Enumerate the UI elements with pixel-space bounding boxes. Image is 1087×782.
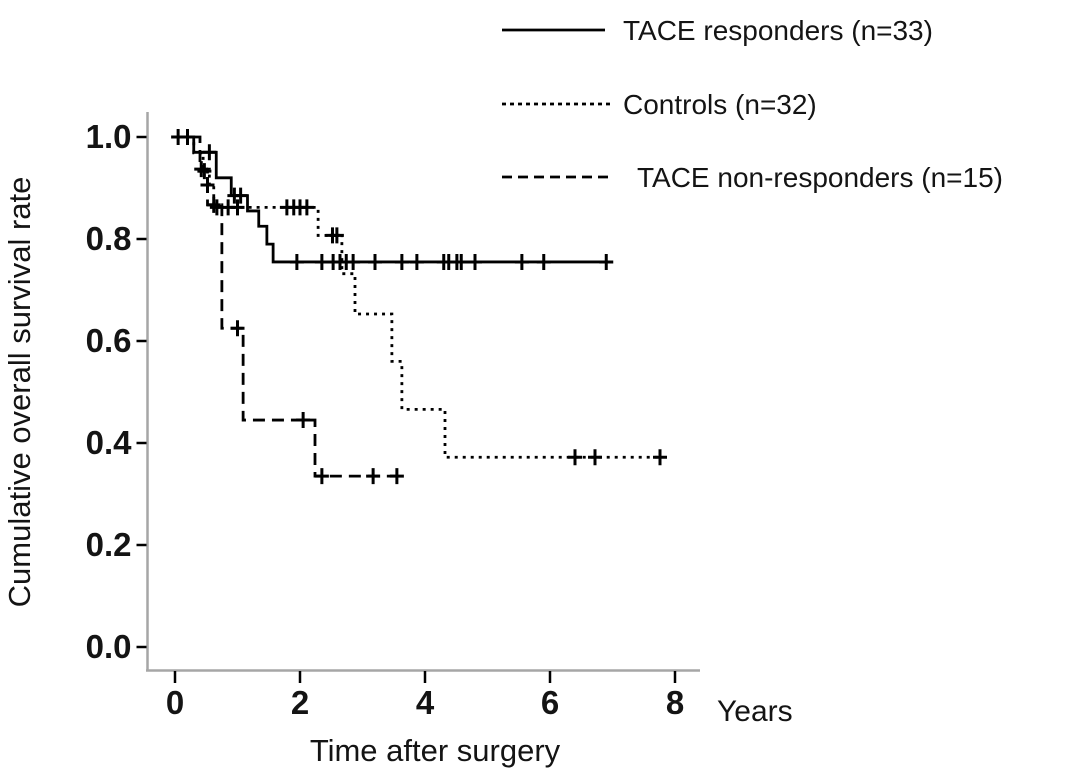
censor-mark <box>568 449 582 466</box>
censor-mark <box>514 253 529 270</box>
series-line-tace-non-responders-n-15 <box>175 135 404 478</box>
y-tick-label-0.8: 0.8 <box>86 220 132 257</box>
x-axis: 0 2 4 6 8 Years Time after surgery <box>146 669 793 768</box>
legend-item-tace-non-responders: TACE non-responders (n=15) <box>502 162 1003 193</box>
y-tick-label-0.4: 0.4 <box>86 424 133 461</box>
x-axis-ticks: 0 2 4 6 8 <box>166 671 684 721</box>
legend-label-tace-non-responders: TACE non-responders (n=15) <box>637 162 1003 193</box>
censor-mark <box>394 253 409 270</box>
legend-label-tace-responders: TACE responders (n=33) <box>623 15 933 46</box>
censor-mark <box>588 449 602 466</box>
censor-mark <box>468 253 482 270</box>
censor-mark <box>329 227 344 244</box>
censor-mark <box>346 253 361 270</box>
plot-area <box>171 129 667 485</box>
censor-mark <box>314 468 329 485</box>
censor-mark <box>454 253 469 270</box>
censor-marks-tace-non-responders-n-15 <box>197 163 404 485</box>
censor-mark <box>653 449 667 466</box>
censor-mark <box>197 163 212 180</box>
censor-mark <box>230 199 245 216</box>
censor-mark <box>296 412 311 429</box>
censor-mark <box>368 253 382 270</box>
y-tick-label-0.0: 0.0 <box>86 628 132 665</box>
x-axis-title: Time after surgery <box>310 733 561 768</box>
x-tick-label-2: 2 <box>291 684 309 721</box>
x-tick-label-4: 4 <box>416 684 435 721</box>
y-axis-title: Cumulative overall survival rate <box>2 177 37 608</box>
censor-mark <box>536 253 551 270</box>
censor-mark <box>202 144 217 161</box>
x-tick-label-6: 6 <box>541 684 559 721</box>
censor-mark <box>230 320 245 337</box>
censor-mark <box>299 199 314 216</box>
y-axis-ticks: 1.0 0.8 0.6 0.4 0.2 0.0 <box>86 118 147 665</box>
censor-mark <box>409 253 424 270</box>
legend-item-tace-responders: TACE responders (n=33) <box>502 15 933 46</box>
y-axis: 1.0 0.8 0.6 0.4 0.2 0.0 Cumulative overall su… <box>2 112 149 671</box>
censor-mark <box>206 196 221 213</box>
legend-item-controls: Controls (n=32) <box>502 89 817 120</box>
y-tick-label-1.0: 1.0 <box>86 118 132 155</box>
x-axis-unit-label: Years <box>717 695 793 728</box>
legend: TACE responders (n=33) Controls (n=32) T… <box>502 15 1003 193</box>
y-tick-label-0.2: 0.2 <box>86 526 132 563</box>
x-tick-label-0: 0 <box>166 684 184 721</box>
censor-mark <box>389 468 404 485</box>
censor-mark <box>233 187 248 204</box>
series-line-controls-n-32 <box>175 135 663 459</box>
censor-mark <box>599 253 614 270</box>
censor-mark <box>289 253 304 270</box>
censor-mark <box>366 468 381 485</box>
y-tick-label-0.6: 0.6 <box>86 322 132 359</box>
legend-label-controls: Controls (n=32) <box>623 89 817 120</box>
x-tick-label-8: 8 <box>666 684 684 721</box>
